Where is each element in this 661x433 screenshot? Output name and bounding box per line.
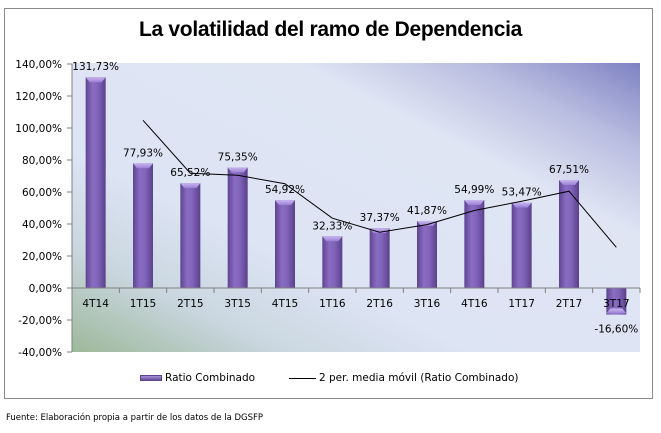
bar xyxy=(133,163,153,288)
legend-swatch-bar xyxy=(140,375,162,381)
moving-average-series xyxy=(142,119,617,248)
bar-cap xyxy=(275,200,295,206)
bar xyxy=(180,183,201,288)
y-tick-label: 100,00% xyxy=(15,123,62,135)
bar-body xyxy=(606,288,627,315)
bar-cap xyxy=(606,308,627,314)
bar-cap xyxy=(85,77,106,83)
bar xyxy=(606,288,627,315)
bar-body xyxy=(85,77,106,289)
x-tick-label: 4T15 xyxy=(272,298,298,310)
bar-body xyxy=(464,200,485,288)
data-label: 54,92% xyxy=(265,184,305,196)
x-tick-label: 3T15 xyxy=(224,298,250,310)
bar xyxy=(322,236,343,288)
y-tick-label: 60,00% xyxy=(22,187,62,199)
x-tick-label: 2T15 xyxy=(177,298,203,310)
legend-label-line: 2 per. media móvil (Ratio Combinado) xyxy=(319,372,519,384)
x-tick-label: 1T17 xyxy=(508,298,534,310)
bar-cap xyxy=(369,228,390,234)
bar-cap xyxy=(322,236,343,242)
y-axis: 140,00% 120,00% 100,00% 80,00% 60,00% 40,00% 2… xyxy=(15,59,73,359)
bar-cap xyxy=(417,221,437,227)
y-tick-label: 140,00% xyxy=(15,59,62,71)
bar xyxy=(227,167,248,288)
data-label: 54,99% xyxy=(454,184,494,196)
x-tick-label: 1T16 xyxy=(319,298,346,310)
x-axis: 4T14 1T15 2T15 3T15 4T15 1T16 2T16 3T16 4T16 1T17… xyxy=(67,287,641,310)
bar-body xyxy=(275,200,295,288)
bar xyxy=(511,202,532,288)
moving-average-line xyxy=(142,119,617,248)
bar xyxy=(369,228,390,288)
bar xyxy=(464,200,485,288)
y-tick-label: 120,00% xyxy=(15,91,62,103)
x-tick-label: 4T14 xyxy=(82,298,109,310)
x-tick-label: 4T16 xyxy=(461,298,488,310)
y-tick-label: 0,00% xyxy=(29,283,62,295)
y-tick-label: 20,00% xyxy=(22,251,62,263)
y-tick-label: 80,00% xyxy=(22,155,62,167)
source-note: Fuente: Elaboración propia a partir de l… xyxy=(6,413,264,423)
legend-item-bar: Ratio Combinado xyxy=(140,372,255,384)
y-tick-label: -40,00% xyxy=(18,347,62,359)
bar xyxy=(85,77,106,289)
data-label: 131,73% xyxy=(72,61,119,73)
bar xyxy=(417,221,437,288)
bar-body xyxy=(417,221,437,288)
legend-swatch-line xyxy=(289,377,316,379)
bar-body xyxy=(511,202,532,288)
legend-item-line: 2 per. media móvil (Ratio Combinado) xyxy=(289,372,519,384)
data-label: 77,93% xyxy=(123,147,163,159)
legend: Ratio Combinado 2 per. media móvil (Rati… xyxy=(0,372,661,388)
x-tick-label: 2T17 xyxy=(556,298,582,310)
bar-cap xyxy=(227,167,248,173)
y-tick-label: -20,00% xyxy=(18,315,62,327)
data-labels: 131,73% 77,93% 65,52% 75,35% 54,92% 32,33% 37,… xyxy=(72,61,638,335)
bar-cap xyxy=(511,202,532,208)
data-label: 75,35% xyxy=(218,151,258,163)
x-tick-label: 2T16 xyxy=(366,298,393,310)
bar-body xyxy=(227,167,248,288)
bar-body xyxy=(559,179,579,288)
bar xyxy=(275,200,295,288)
bar xyxy=(559,179,579,288)
data-label: 65,52% xyxy=(170,167,210,179)
plot-area xyxy=(72,63,640,352)
data-label: 67,51% xyxy=(549,164,589,176)
bar-cap xyxy=(464,200,485,206)
bar-cap xyxy=(180,183,201,189)
chart-title: La volatilidad del ramo de Dependencia xyxy=(138,18,523,41)
bar-body xyxy=(133,163,153,288)
bar-series xyxy=(85,77,627,315)
bar-cap xyxy=(559,179,579,185)
bar-body xyxy=(369,228,390,288)
x-tick-label: 3T17 xyxy=(603,298,629,310)
data-label: 37,37% xyxy=(360,212,400,224)
bar-cap xyxy=(133,163,153,169)
data-label: 53,47% xyxy=(502,186,542,198)
x-tick-label: 1T15 xyxy=(130,298,156,310)
data-label: 32,33% xyxy=(312,220,352,232)
legend-label-bar: Ratio Combinado xyxy=(165,372,256,384)
x-tick-label: 3T16 xyxy=(414,298,441,310)
bar-body xyxy=(322,236,343,288)
data-label: -16,60% xyxy=(594,324,638,336)
bar-body xyxy=(180,183,201,288)
y-tick-label: 40,00% xyxy=(22,219,62,231)
data-label: 41,87% xyxy=(407,205,447,217)
